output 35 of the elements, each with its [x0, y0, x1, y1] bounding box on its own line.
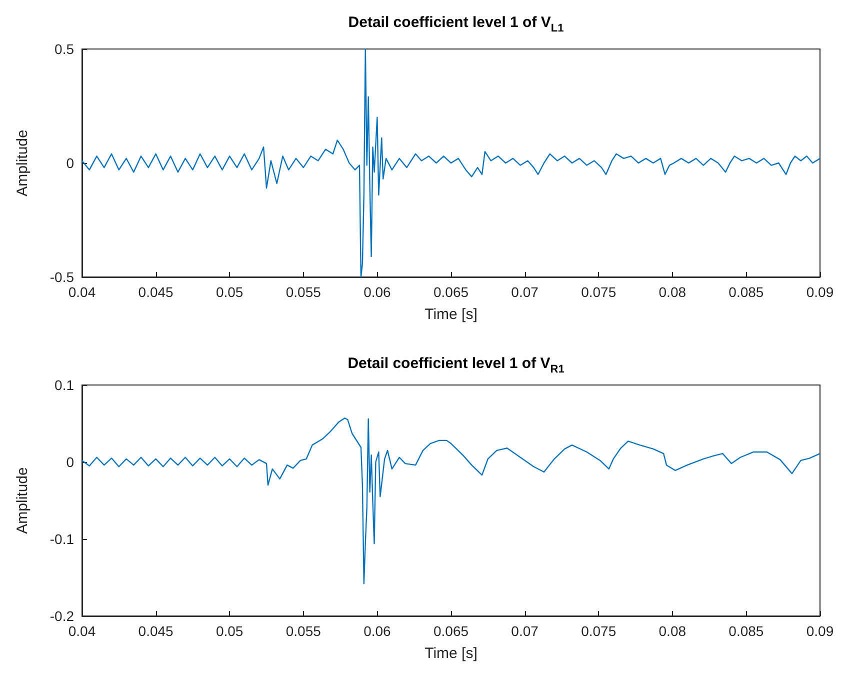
x-tick-label: 0.055 [286, 284, 322, 300]
x-tick-label: 0.055 [286, 623, 322, 639]
x-tick-label: 0.085 [728, 623, 764, 639]
line-series [81, 418, 821, 584]
x-tick-label: 0.045 [138, 623, 174, 639]
y-tick-label: 0.1 [54, 377, 74, 393]
x-tick-label: 0.04 [68, 623, 96, 639]
x-tick-label: 0.075 [581, 284, 616, 300]
x-tick-label: 0.08 [658, 623, 686, 639]
x-tick-label: 0.04 [68, 284, 96, 300]
x-tick-label: 0.05 [216, 284, 244, 300]
y-tick-label: -0.2 [50, 608, 74, 624]
x-tick-label: 0.07 [511, 623, 539, 639]
x-tick-label: 0.06 [364, 623, 392, 639]
x-tick-label: 0.08 [658, 284, 686, 300]
x-tick-label: 0.065 [433, 623, 469, 639]
x-tick-label: 0.09 [806, 284, 834, 300]
y-axis-title: Amplitude [14, 467, 31, 534]
x-tick-label: 0.065 [433, 284, 469, 300]
x-axis-title: Time [s] [424, 645, 478, 662]
y-tick-label: -0.1 [50, 531, 74, 547]
y-axis-title: Amplitude [14, 130, 31, 196]
y-tick-label: 0 [66, 155, 74, 171]
x-tick-label: 0.075 [581, 623, 616, 639]
x-tick-label: 0.09 [806, 623, 834, 639]
x-axis-title: Time [s] [424, 306, 478, 323]
x-tick-label: 0.06 [364, 284, 392, 300]
x-tick-label: 0.05 [216, 623, 244, 639]
x-tick-label: 0.07 [511, 284, 539, 300]
y-tick-label: -0.5 [50, 269, 74, 285]
line-series [81, 48, 821, 278]
y-tick-label: 0.5 [54, 41, 74, 57]
x-tick-label: 0.045 [138, 284, 174, 300]
y-tick-label: 0 [66, 454, 74, 470]
x-tick-label: 0.085 [728, 284, 764, 300]
